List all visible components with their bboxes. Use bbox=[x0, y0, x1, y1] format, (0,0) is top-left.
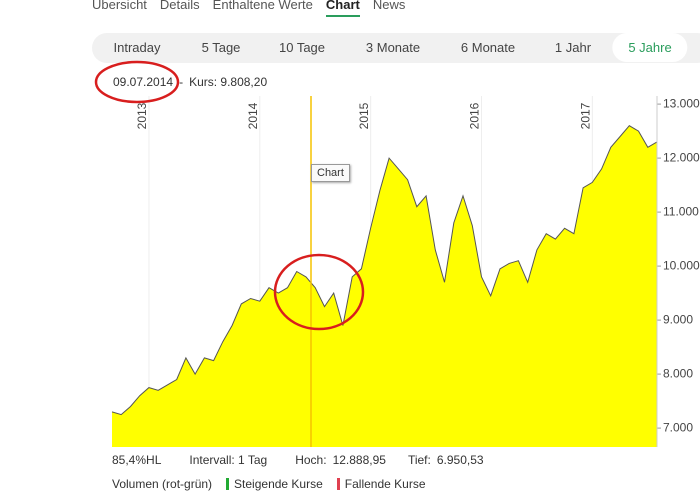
y-tick-label: 13.000 bbox=[663, 96, 700, 110]
tab[interactable]: Enthaltene Werte bbox=[212, 0, 313, 12]
y-tick-label: 9.000 bbox=[663, 312, 693, 326]
tab[interactable]: Details bbox=[159, 0, 200, 12]
legend-label: Fallende Kurse bbox=[344, 477, 426, 491]
legend-swatch bbox=[226, 478, 230, 490]
y-tick-label: 12.000 bbox=[663, 150, 700, 164]
x-tick-label: 2016 bbox=[468, 102, 482, 129]
y-tick-label: 10.000 bbox=[663, 258, 700, 272]
tab-bar: Übersicht Details Enthaltene Werte Chart New… bbox=[92, 0, 405, 17]
stat: 6.950,53 bbox=[436, 453, 484, 467]
legend-title: Volumen (rot-grün) bbox=[112, 477, 213, 491]
legend-label: Steigende Kurse bbox=[234, 477, 323, 491]
y-tick-label: 11.000 bbox=[663, 204, 699, 218]
tab[interactable]: Chart bbox=[325, 0, 360, 17]
y-tick-label: 7.000 bbox=[663, 420, 693, 434]
info-line: 09.07.2014 - Kurs: 9.808,20 bbox=[113, 75, 267, 89]
chart: 2013 2014 2015 2016 2017 7.000 8.000 9.000 10.00… bbox=[111, 96, 700, 447]
range-button[interactable]: 1 Jahr bbox=[554, 40, 592, 55]
area bbox=[112, 125, 657, 447]
range-bar: Intraday 5 Tage 10 Tage 3 Monate 6 Monate 1 J… bbox=[92, 33, 700, 63]
legend-item: Steigende Kurse bbox=[226, 477, 323, 491]
separator: - bbox=[179, 75, 184, 89]
legend-swatch bbox=[336, 478, 340, 490]
legend-item: Fallende Kurse bbox=[336, 477, 426, 491]
x-tick-label: 2013 bbox=[135, 102, 149, 129]
stat: Hoch: bbox=[295, 453, 327, 467]
range-button[interactable]: 5 Jahre bbox=[612, 33, 688, 62]
price-line bbox=[111, 125, 658, 416]
tab[interactable]: News bbox=[372, 0, 406, 12]
x-tick-label: 2017 bbox=[579, 102, 593, 129]
footer: 85,4%HL Intervall: 1 Tag Hoch: 12.888,95 Tie… bbox=[112, 453, 484, 467]
stat: Tief: bbox=[407, 453, 431, 467]
stat: 85,4%HL bbox=[112, 453, 162, 467]
range-button[interactable]: 5 Tage bbox=[201, 40, 241, 55]
range-button[interactable]: 10 Tage bbox=[278, 40, 326, 55]
range-button[interactable]: 3 Monate bbox=[365, 40, 421, 55]
tab[interactable]: Übersicht bbox=[92, 0, 147, 12]
range-button[interactable]: Intraday bbox=[113, 40, 161, 55]
price: Kurs: 9.808,20 bbox=[189, 75, 268, 89]
stat: 12.888,95 bbox=[332, 453, 386, 467]
range-button[interactable]: 6 Monate bbox=[460, 40, 516, 55]
legend: Volumen (rot-grün) Steigende Kurse Fallen… bbox=[112, 477, 426, 491]
tooltip: Chart bbox=[311, 164, 350, 182]
y-tick-label: 8.000 bbox=[663, 366, 693, 380]
x-tick-label: 2014 bbox=[246, 102, 260, 129]
date: 09.07.2014 bbox=[113, 75, 174, 89]
stat: Intervall: 1 Tag bbox=[189, 453, 268, 467]
x-tick-label: 2015 bbox=[357, 102, 371, 129]
